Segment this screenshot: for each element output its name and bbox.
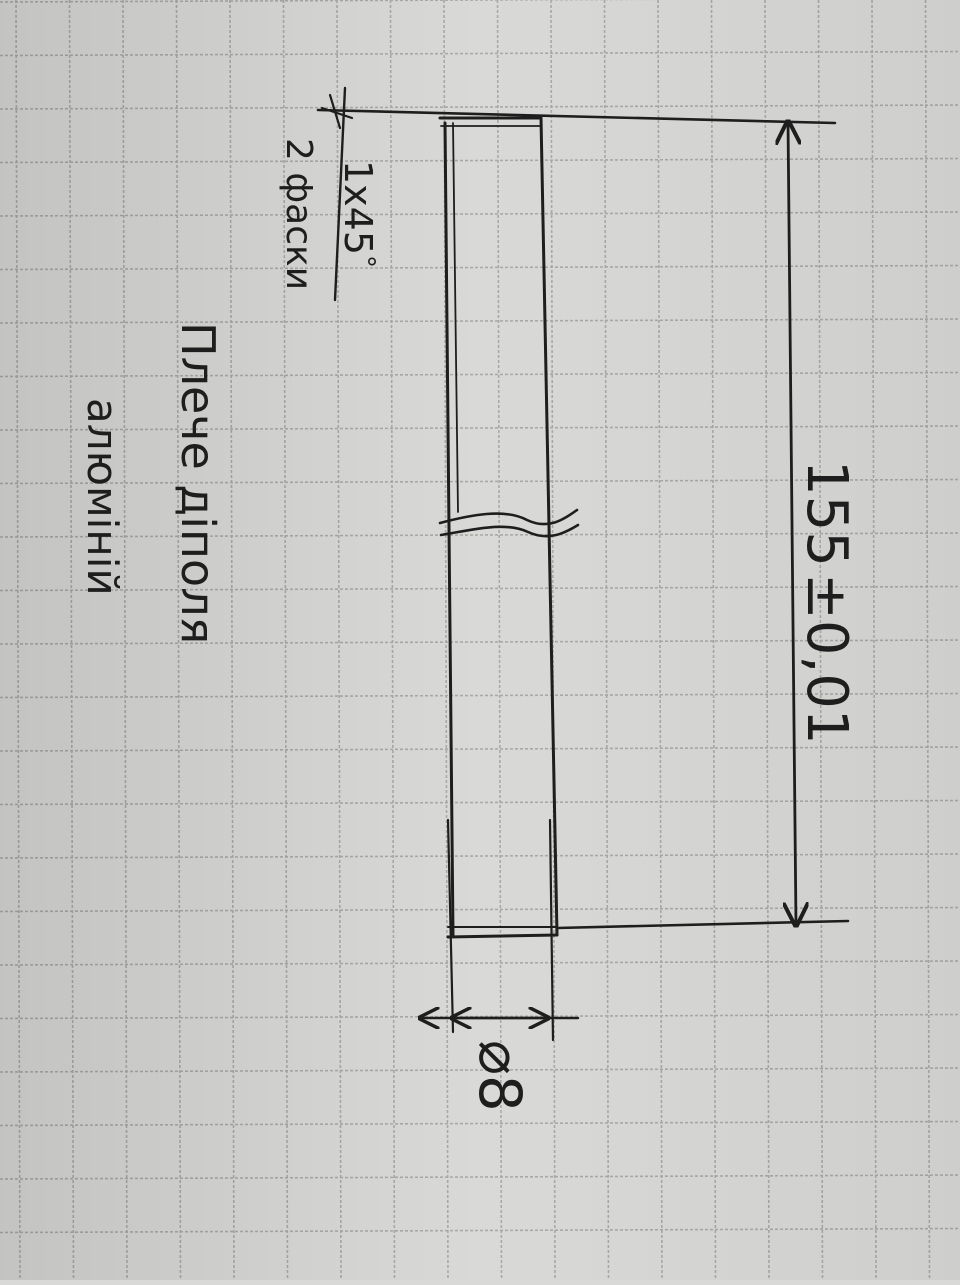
diameter-extension-right <box>548 818 555 1042</box>
chamfer-line-top <box>452 122 459 513</box>
break-line-1 <box>438 508 579 526</box>
length-dimension-line <box>788 122 796 925</box>
rod-edge-right <box>539 116 559 937</box>
extension-line-top <box>316 108 837 125</box>
material-label: алюміній <box>78 398 127 596</box>
diameter-extension-left <box>446 818 455 1034</box>
rod-edge-left <box>443 121 455 937</box>
dimension-diameter-label: ⌀8 <box>466 1040 534 1112</box>
chamfer-size-label: 1x45° <box>336 160 380 268</box>
dimension-length-label: 155±0,01 <box>794 460 859 745</box>
rod-bottom-end <box>446 933 559 939</box>
chamfer-leader-line <box>333 86 347 302</box>
part-name-label: Плече діполя <box>171 322 225 644</box>
rod-outline <box>316 86 850 1042</box>
chamfer-count-label: 2 фаски <box>278 138 319 290</box>
break-line-2 <box>439 523 580 538</box>
chamfer-leader-tick-2 <box>320 106 354 120</box>
